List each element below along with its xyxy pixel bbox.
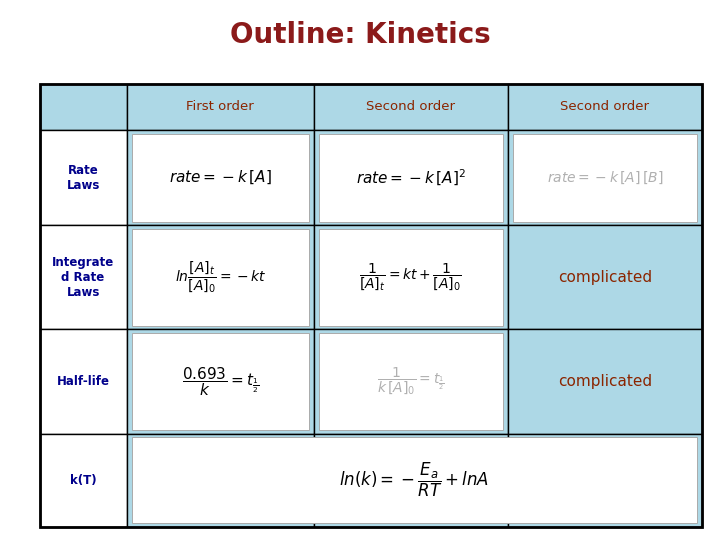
Bar	[508, 434, 702, 526]
Bar	[127, 434, 314, 526]
Bar	[40, 84, 702, 526]
Bar	[127, 130, 314, 225]
Bar	[40, 130, 127, 225]
Text: $rate = -k\,[A]^2$: $rate = -k\,[A]^2$	[356, 168, 466, 188]
Bar	[508, 225, 702, 329]
Bar	[40, 84, 127, 130]
Bar	[319, 333, 503, 430]
Bar	[132, 437, 697, 523]
Text: $rate = -k\,[A]$: $rate = -k\,[A]$	[169, 169, 271, 186]
Bar	[132, 333, 309, 430]
Text: $\dfrac{1}{k\,[A]_0} = t_{\frac{1}{2}}$: $\dfrac{1}{k\,[A]_0} = t_{\frac{1}{2}}$	[377, 366, 445, 397]
Bar	[314, 329, 508, 434]
Bar	[132, 134, 309, 221]
Bar	[127, 329, 314, 434]
Bar	[314, 130, 508, 225]
Text: $ln(k) = -\dfrac{E_a}{RT} + lnA$: $ln(k) = -\dfrac{E_a}{RT} + lnA$	[339, 461, 490, 499]
Text: k(T): k(T)	[70, 474, 96, 487]
Text: $\dfrac{0.693}{k} = t_{\frac{1}{2}}$: $\dfrac{0.693}{k} = t_{\frac{1}{2}}$	[181, 365, 258, 398]
Bar	[314, 84, 508, 130]
Text: $ln\dfrac{[A]_t}{[A]_0} = -kt$: $ln\dfrac{[A]_t}{[A]_0} = -kt$	[174, 260, 266, 295]
Bar	[314, 225, 508, 329]
Text: complicated: complicated	[558, 374, 652, 389]
Text: Integrate
d Rate
Laws: Integrate d Rate Laws	[52, 256, 114, 299]
Bar	[40, 329, 127, 434]
Text: First order: First order	[186, 100, 254, 113]
Bar	[508, 84, 702, 130]
Bar	[127, 225, 314, 329]
Text: Rate
Laws: Rate Laws	[66, 164, 100, 192]
Bar	[319, 134, 503, 221]
Text: Second order: Second order	[366, 100, 456, 113]
Text: $rate = -k\,[A]\,[B]$: $rate = -k\,[A]\,[B]$	[546, 170, 663, 186]
Bar	[40, 434, 127, 526]
Bar	[314, 434, 508, 526]
Bar	[513, 134, 697, 221]
Text: Outline: Kinetics: Outline: Kinetics	[230, 21, 490, 49]
Bar	[127, 84, 314, 130]
Bar	[508, 130, 702, 225]
Bar	[319, 229, 503, 326]
Text: complicated: complicated	[558, 270, 652, 285]
Text: Half-life: Half-life	[57, 375, 109, 388]
Text: Second order: Second order	[560, 100, 649, 113]
Bar	[508, 329, 702, 434]
Bar	[40, 225, 127, 329]
Text: $\dfrac{1}{[A]_t} = kt + \dfrac{1}{[A]_0}$: $\dfrac{1}{[A]_t} = kt + \dfrac{1}{[A]_0…	[359, 262, 462, 293]
Bar	[132, 229, 309, 326]
